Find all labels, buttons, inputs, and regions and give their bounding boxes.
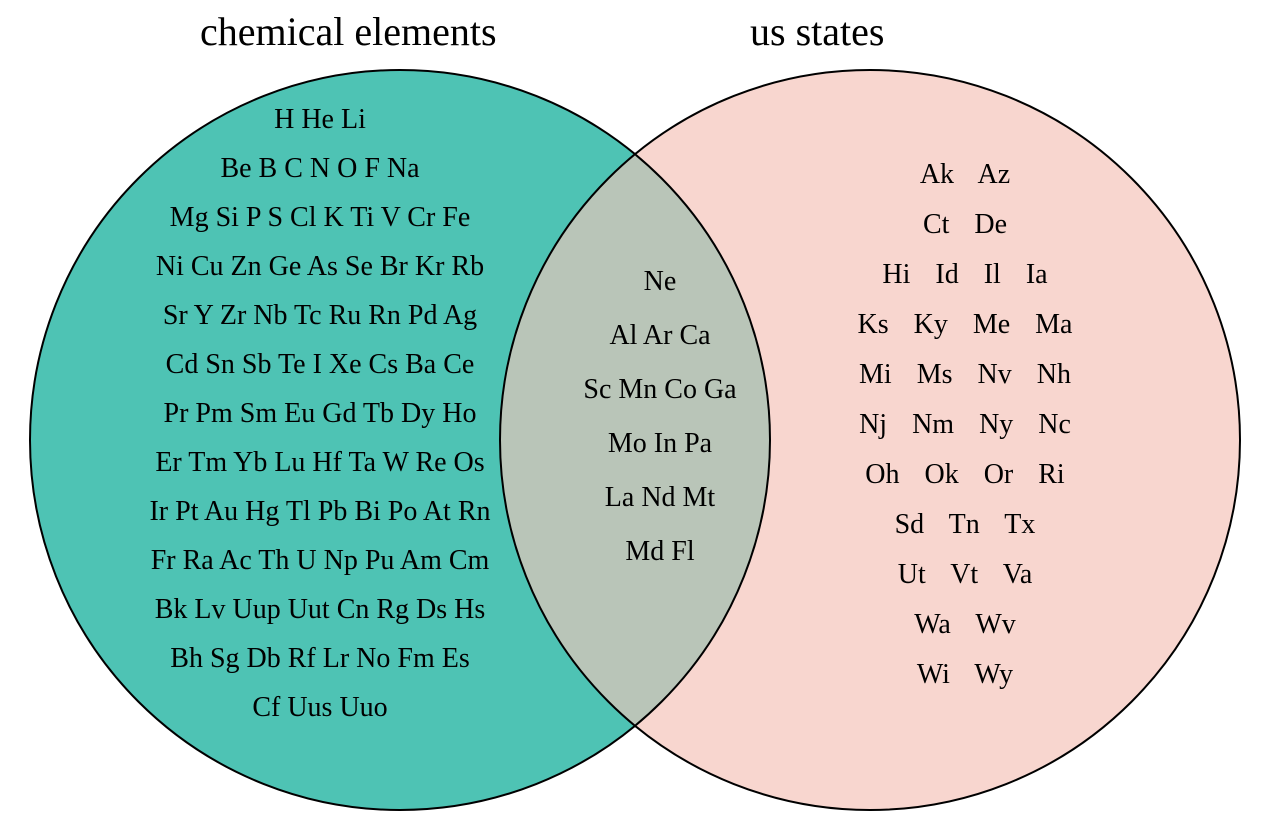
- state-row: Wa Wv: [914, 611, 1016, 639]
- venn-right-only-items: Ak Az Ct De Hi Id Il Ia Ks Ky Me Ma Mi Ms Nv…: [730, 150, 1200, 700]
- element-row: Sr Y Zr Nb Tc Ru Rn Pd Ag: [163, 302, 477, 330]
- element-row: Cf Uus Uuo: [252, 694, 387, 722]
- element-row: Bh Sg Db Rf Lr No Fm Es: [170, 645, 469, 673]
- shared-row: Md Fl: [625, 538, 694, 566]
- state-row: Ak Az: [920, 161, 1010, 189]
- element-row: Ir Pt Au Hg Tl Pb Bi Po At Rn: [149, 498, 490, 526]
- state-row: Ks Ky Me Ma: [858, 311, 1073, 339]
- element-row: Mg Si P S Cl K Ti V Cr Fe: [170, 204, 471, 232]
- state-row: Ut Vt Va: [898, 561, 1033, 589]
- title-chemical-elements: chemical elements: [200, 8, 497, 55]
- element-row: H He Li: [274, 106, 366, 134]
- element-row: Fr Ra Ac Th U Np Pu Am Cm: [151, 547, 490, 575]
- venn-left-only-items: H He Li Be B C N O F Na Mg Si P S Cl K Ti …: [70, 95, 570, 732]
- element-row: Bk Lv Uup Uut Cn Rg Ds Hs: [155, 596, 486, 624]
- element-row: Cd Sn Sb Te I Xe Cs Ba Ce: [166, 351, 475, 379]
- state-row: Mi Ms Nv Nh: [859, 361, 1071, 389]
- element-row: Pr Pm Sm Eu Gd Tb Dy Ho: [164, 400, 477, 428]
- state-row: Hi Id Il Ia: [882, 261, 1047, 289]
- title-us-states: us states: [750, 8, 884, 55]
- shared-row: Al Ar Ca: [609, 322, 710, 350]
- element-row: Be B C N O F Na: [220, 155, 419, 183]
- shared-row: Mo In Pa: [608, 430, 712, 458]
- element-row: Er Tm Yb Lu Hf Ta W Re Os: [155, 449, 484, 477]
- shared-row: Sc Mn Co Ga: [583, 376, 736, 404]
- shared-row: La Nd Mt: [605, 484, 715, 512]
- venn-diagram: chemical elements us states H He Li Be B …: [0, 0, 1280, 838]
- state-row: Sd Tn Tx: [895, 511, 1036, 539]
- state-row: Ct De: [923, 211, 1007, 239]
- state-row: Nj Nm Ny Nc: [859, 411, 1071, 439]
- element-row: Ni Cu Zn Ge As Se Br Kr Rb: [156, 253, 484, 281]
- state-row: Wi Wy: [917, 661, 1013, 689]
- shared-row: Ne: [644, 268, 677, 296]
- state-row: Oh Ok Or Ri: [865, 461, 1064, 489]
